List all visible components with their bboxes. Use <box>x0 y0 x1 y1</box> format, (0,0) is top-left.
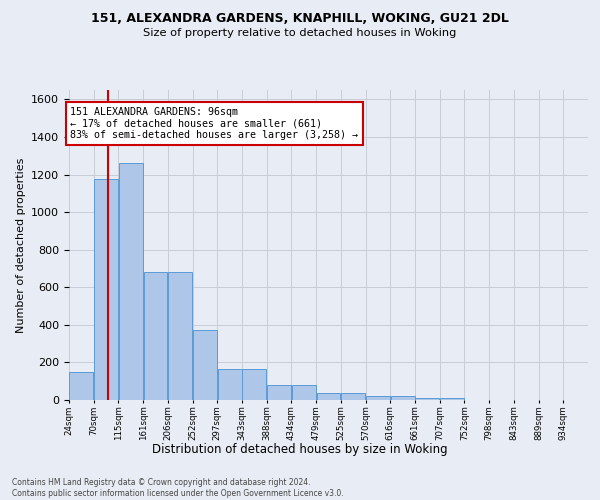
Bar <box>242 369 266 400</box>
Bar <box>94 179 118 400</box>
Text: 151 ALEXANDRA GARDENS: 96sqm
← 17% of detached houses are smaller (661)
83% of s: 151 ALEXANDRA GARDENS: 96sqm ← 17% of de… <box>70 107 358 140</box>
Bar <box>218 369 242 400</box>
Bar <box>292 385 316 400</box>
Bar <box>70 372 94 400</box>
Bar <box>119 164 143 400</box>
Y-axis label: Number of detached properties: Number of detached properties <box>16 158 26 332</box>
Text: Distribution of detached houses by size in Woking: Distribution of detached houses by size … <box>152 442 448 456</box>
Bar <box>193 330 217 400</box>
Bar <box>143 272 167 400</box>
Bar <box>267 385 291 400</box>
Bar <box>168 272 192 400</box>
Bar <box>366 396 390 400</box>
Text: Contains HM Land Registry data © Crown copyright and database right 2024.
Contai: Contains HM Land Registry data © Crown c… <box>12 478 344 498</box>
Bar <box>391 396 415 400</box>
Bar <box>440 398 464 400</box>
Bar <box>415 398 439 400</box>
Text: Size of property relative to detached houses in Woking: Size of property relative to detached ho… <box>143 28 457 38</box>
Bar <box>317 394 340 400</box>
Bar <box>341 394 365 400</box>
Text: 151, ALEXANDRA GARDENS, KNAPHILL, WOKING, GU21 2DL: 151, ALEXANDRA GARDENS, KNAPHILL, WOKING… <box>91 12 509 26</box>
